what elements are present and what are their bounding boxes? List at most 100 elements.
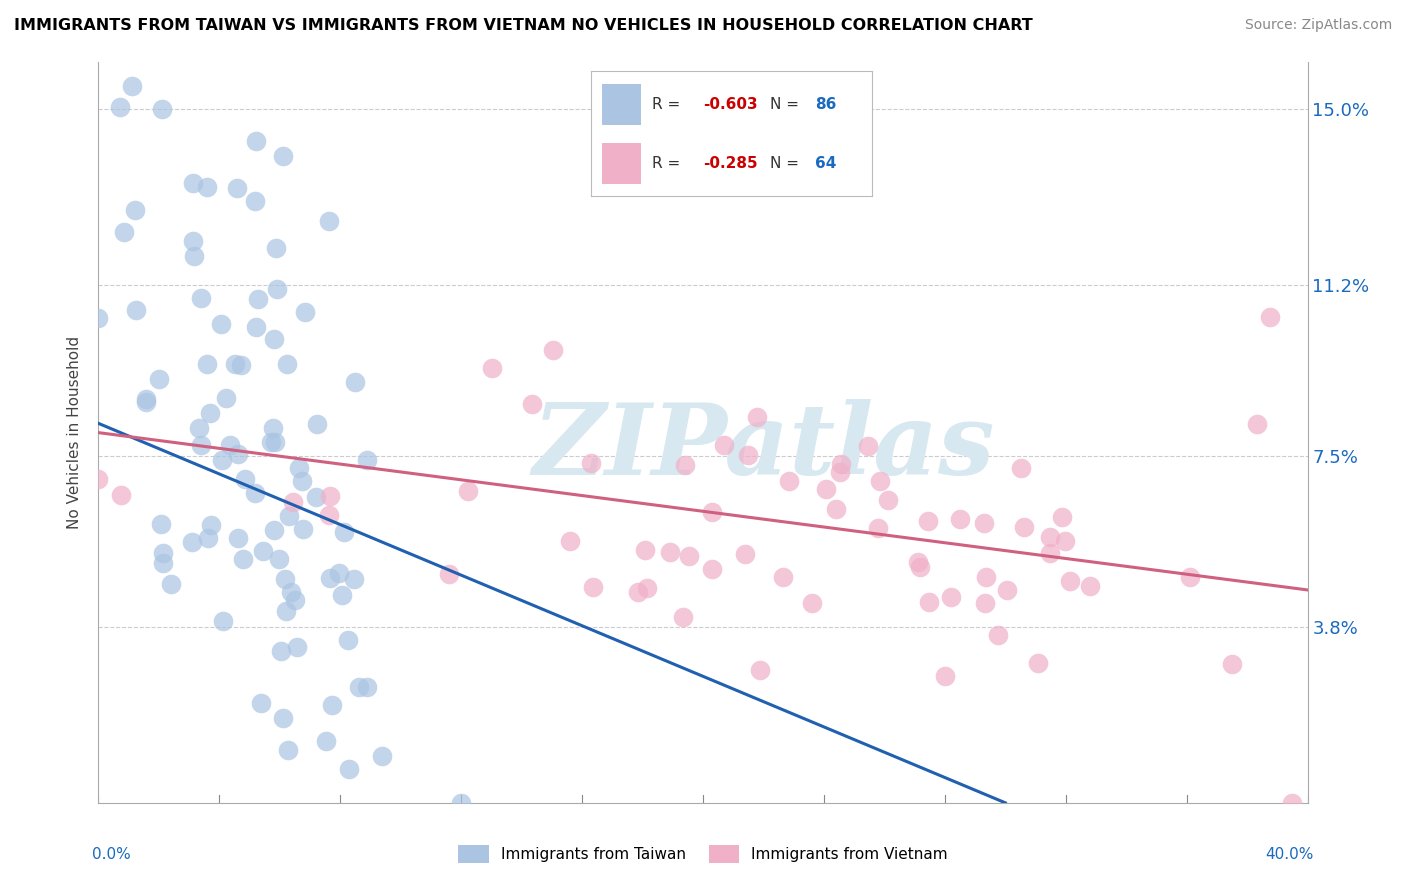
Point	[856, 440, 879, 454]
Text: -0.603: -0.603	[703, 97, 758, 112]
Point	[772, 570, 794, 584]
Point	[231, 358, 253, 372]
Bar	[602, 143, 641, 184]
Point	[672, 610, 695, 624]
Point	[190, 291, 212, 305]
Y-axis label: No Vehicles in Household: No Vehicles in Household	[67, 336, 83, 529]
Text: N =: N =	[770, 155, 804, 170]
Point	[558, 533, 581, 548]
Point	[321, 698, 343, 713]
Point	[371, 749, 394, 764]
Point	[713, 438, 735, 452]
Point	[318, 508, 340, 523]
Point	[110, 488, 132, 502]
Point	[276, 357, 298, 371]
Point	[274, 572, 297, 586]
Point	[976, 570, 998, 584]
Point	[150, 102, 173, 116]
Point	[263, 523, 285, 537]
Point	[246, 293, 269, 307]
Point	[183, 234, 205, 248]
Point	[195, 357, 218, 371]
Point	[87, 472, 110, 486]
Text: R =: R =	[652, 155, 686, 170]
Point	[269, 552, 291, 566]
Point	[520, 397, 543, 411]
Point	[869, 474, 891, 488]
Point	[579, 456, 602, 470]
Point	[995, 583, 1018, 598]
Point	[148, 372, 170, 386]
Point	[356, 680, 378, 694]
Point	[481, 360, 503, 375]
Point	[233, 472, 256, 486]
Point	[187, 421, 209, 435]
Point	[281, 495, 304, 509]
Point	[181, 534, 204, 549]
Point	[135, 392, 157, 407]
Text: N =: N =	[770, 97, 804, 112]
Point	[276, 604, 298, 618]
Point	[949, 512, 972, 526]
Point	[328, 566, 350, 580]
Point	[195, 179, 218, 194]
Point	[197, 531, 219, 545]
Point	[347, 681, 370, 695]
Point	[260, 435, 283, 450]
Point	[1281, 796, 1303, 810]
Text: Source: ZipAtlas.com: Source: ZipAtlas.com	[1244, 18, 1392, 32]
Text: R =: R =	[652, 97, 686, 112]
Point	[181, 176, 204, 190]
Point	[125, 303, 148, 318]
Legend: Immigrants from Taiwan, Immigrants from Vietnam: Immigrants from Taiwan, Immigrants from …	[451, 839, 955, 869]
Point	[159, 577, 181, 591]
Point	[907, 555, 929, 569]
Point	[987, 628, 1010, 642]
Text: 0.0%: 0.0%	[93, 847, 131, 863]
Point	[343, 572, 366, 586]
Point	[332, 524, 354, 539]
Point	[1010, 460, 1032, 475]
Point	[876, 492, 898, 507]
Point	[457, 484, 479, 499]
Point	[152, 556, 174, 570]
Point	[1012, 520, 1035, 534]
Point	[152, 546, 174, 560]
Point	[319, 489, 342, 503]
Text: IMMIGRANTS FROM TAIWAN VS IMMIGRANTS FROM VIETNAM NO VEHICLES IN HOUSEHOLD CORRE: IMMIGRANTS FROM TAIWAN VS IMMIGRANTS FRO…	[14, 18, 1033, 33]
Point	[211, 453, 233, 467]
Point	[336, 632, 359, 647]
Point	[702, 505, 724, 519]
Point	[868, 521, 890, 535]
Point	[245, 486, 267, 500]
Point	[800, 596, 823, 610]
Point	[343, 375, 366, 389]
Point	[270, 643, 292, 657]
Point	[627, 584, 650, 599]
Point	[830, 457, 852, 471]
Point	[918, 595, 941, 609]
Point	[700, 561, 723, 575]
Point	[112, 225, 135, 239]
Point	[200, 406, 222, 420]
Point	[1039, 546, 1062, 560]
Point	[318, 214, 340, 228]
Point	[149, 516, 172, 531]
Text: ZIPatlas: ZIPatlas	[533, 400, 994, 496]
Point	[209, 317, 232, 331]
Point	[264, 435, 287, 450]
Point	[337, 762, 360, 776]
Text: -0.285: -0.285	[703, 155, 758, 170]
Point	[135, 394, 157, 409]
Point	[908, 560, 931, 574]
Point	[934, 669, 956, 683]
Point	[87, 310, 110, 325]
Point	[284, 593, 307, 607]
Point	[973, 516, 995, 530]
Point	[634, 543, 657, 558]
Point	[305, 490, 328, 504]
Point	[245, 320, 267, 334]
Point	[285, 640, 308, 654]
Point	[263, 332, 285, 346]
Point	[939, 591, 962, 605]
